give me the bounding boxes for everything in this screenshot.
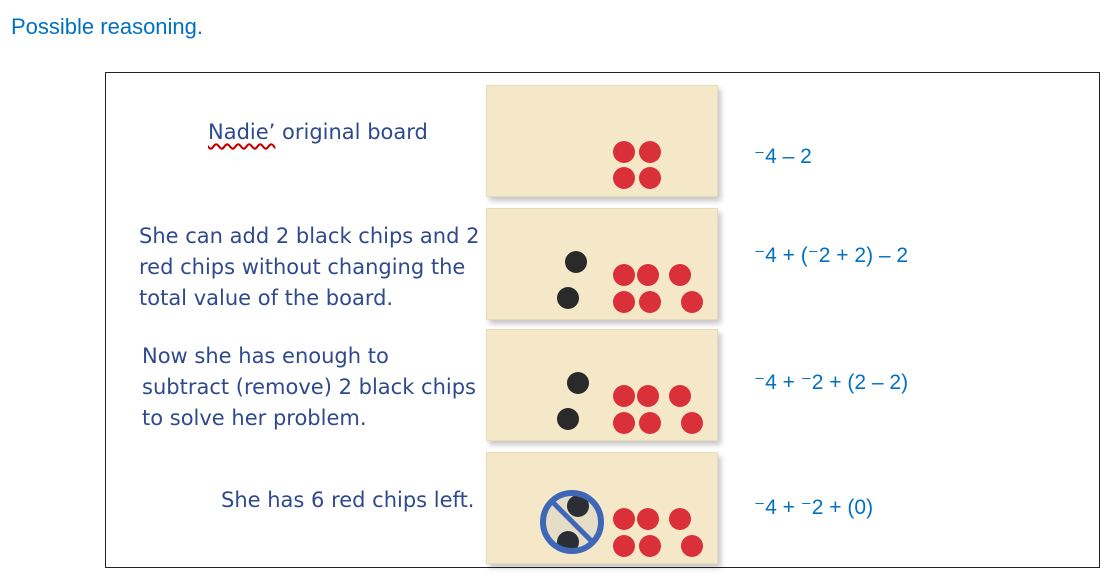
- row-3-caption: Now she has enough to subtract (remove) …: [142, 341, 476, 434]
- row-2-line-3: total value of the board.: [139, 286, 394, 310]
- red-chip: [613, 385, 635, 407]
- board-3: [486, 329, 718, 441]
- red-chip: [681, 412, 703, 434]
- row-1-caption: Nadie’ original board: [208, 117, 428, 148]
- black-chip: [565, 251, 587, 273]
- row-4-caption: She has 6 red chips left.: [221, 485, 475, 516]
- black-chip: [557, 287, 579, 309]
- row-2-line-2: red chips without changing the: [139, 255, 466, 279]
- red-chip: [639, 412, 661, 434]
- red-chip: [613, 264, 635, 286]
- row-2-expression: ⁻4 + (⁻2 + 2) – 2: [754, 244, 909, 267]
- red-chip: [613, 535, 635, 557]
- red-chip: [613, 291, 635, 313]
- red-chip: [613, 412, 635, 434]
- red-chip: [639, 167, 661, 189]
- row-3-expression: ⁻4 + ⁻2 + (2 – 2): [754, 371, 909, 394]
- red-chip: [639, 141, 661, 163]
- board-1: [486, 85, 718, 197]
- red-chip: [637, 508, 659, 530]
- red-chip: [669, 385, 691, 407]
- page-heading: Possible reasoning.: [11, 14, 204, 39]
- row-1-name: Nadie’: [208, 120, 276, 144]
- red-chip: [639, 291, 661, 313]
- row-1-expression: ⁻4 – 2: [754, 145, 812, 168]
- row-4-line-1: She has 6 red chips left.: [221, 488, 475, 512]
- red-chip: [669, 264, 691, 286]
- red-chip: [637, 264, 659, 286]
- red-chip: [613, 508, 635, 530]
- board-4: [486, 452, 718, 564]
- row-3-line-3: to solve her problem.: [142, 406, 367, 430]
- row-3-line-2: subtract (remove) 2 black chips: [142, 375, 476, 399]
- row-3-line-1: Now she has enough to: [142, 344, 389, 368]
- red-chip: [669, 508, 691, 530]
- black-chip: [567, 372, 589, 394]
- row-1-caption-rest: original board: [275, 120, 428, 144]
- red-chip: [681, 535, 703, 557]
- red-chip: [681, 291, 703, 313]
- row-4-expression: ⁻4 + ⁻2 + (0): [754, 496, 874, 519]
- chip-board-diagram: Nadie’ original board ⁻4 – 2 She can add…: [105, 72, 1100, 568]
- red-chip: [613, 167, 635, 189]
- red-chip: [639, 535, 661, 557]
- no-sign-icon: [540, 490, 604, 554]
- row-2-line-1: She can add 2 black chips and 2: [139, 224, 480, 248]
- red-chip: [637, 385, 659, 407]
- red-chip: [613, 141, 635, 163]
- black-chip: [557, 408, 579, 430]
- board-2: [486, 208, 718, 320]
- row-2-caption: She can add 2 black chips and 2 red chip…: [139, 221, 479, 314]
